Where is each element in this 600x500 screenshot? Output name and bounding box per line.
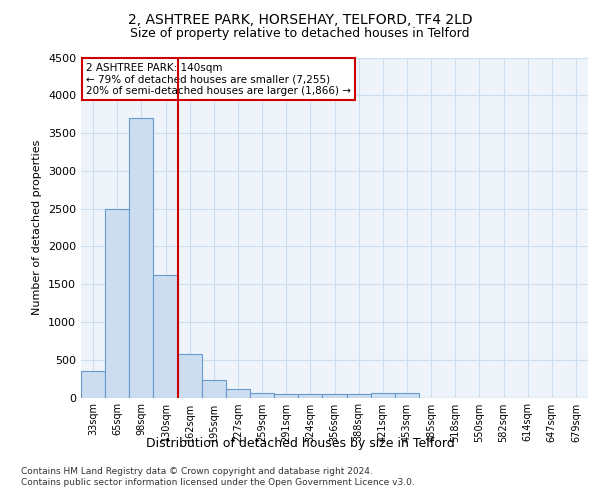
Text: 2 ASHTREE PARK: 140sqm
← 79% of detached houses are smaller (7,255)
20% of semi-: 2 ASHTREE PARK: 140sqm ← 79% of detached… (86, 62, 351, 96)
Bar (250, 392, 274, 398)
Bar (371, 392, 395, 398)
Bar (347, 394, 371, 398)
Bar (81, 371, 105, 398)
Bar (274, 394, 298, 398)
Bar (322, 394, 347, 398)
Text: Contains HM Land Registry data © Crown copyright and database right 2024.
Contai: Contains HM Land Registry data © Crown c… (21, 468, 415, 487)
Text: Size of property relative to detached houses in Telford: Size of property relative to detached ho… (130, 28, 470, 40)
Text: Distribution of detached houses by size in Telford: Distribution of detached houses by size … (146, 438, 454, 450)
Bar (154, 274, 178, 398)
Bar (105, 208, 129, 398)
Bar (202, 380, 226, 398)
Bar (395, 392, 419, 398)
Bar (226, 389, 250, 398)
Bar (298, 394, 322, 398)
Bar (129, 118, 154, 398)
Y-axis label: Number of detached properties: Number of detached properties (32, 140, 43, 315)
Bar (178, 354, 202, 398)
Text: 2, ASHTREE PARK, HORSEHAY, TELFORD, TF4 2LD: 2, ASHTREE PARK, HORSEHAY, TELFORD, TF4 … (128, 12, 472, 26)
